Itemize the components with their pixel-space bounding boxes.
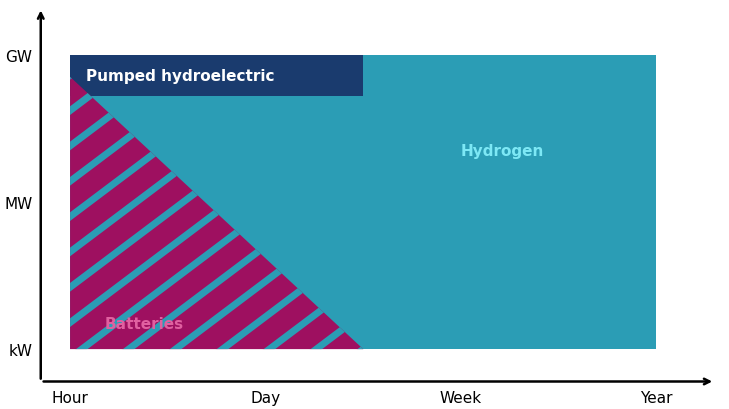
- Bar: [70, 56, 363, 97]
- Text: Pumped hydroelectric: Pumped hydroelectric: [86, 69, 274, 83]
- Bar: [70, 56, 656, 349]
- Polygon shape: [70, 78, 363, 349]
- Text: Hydrogen: Hydrogen: [461, 144, 545, 159]
- Text: Batteries: Batteries: [105, 317, 184, 332]
